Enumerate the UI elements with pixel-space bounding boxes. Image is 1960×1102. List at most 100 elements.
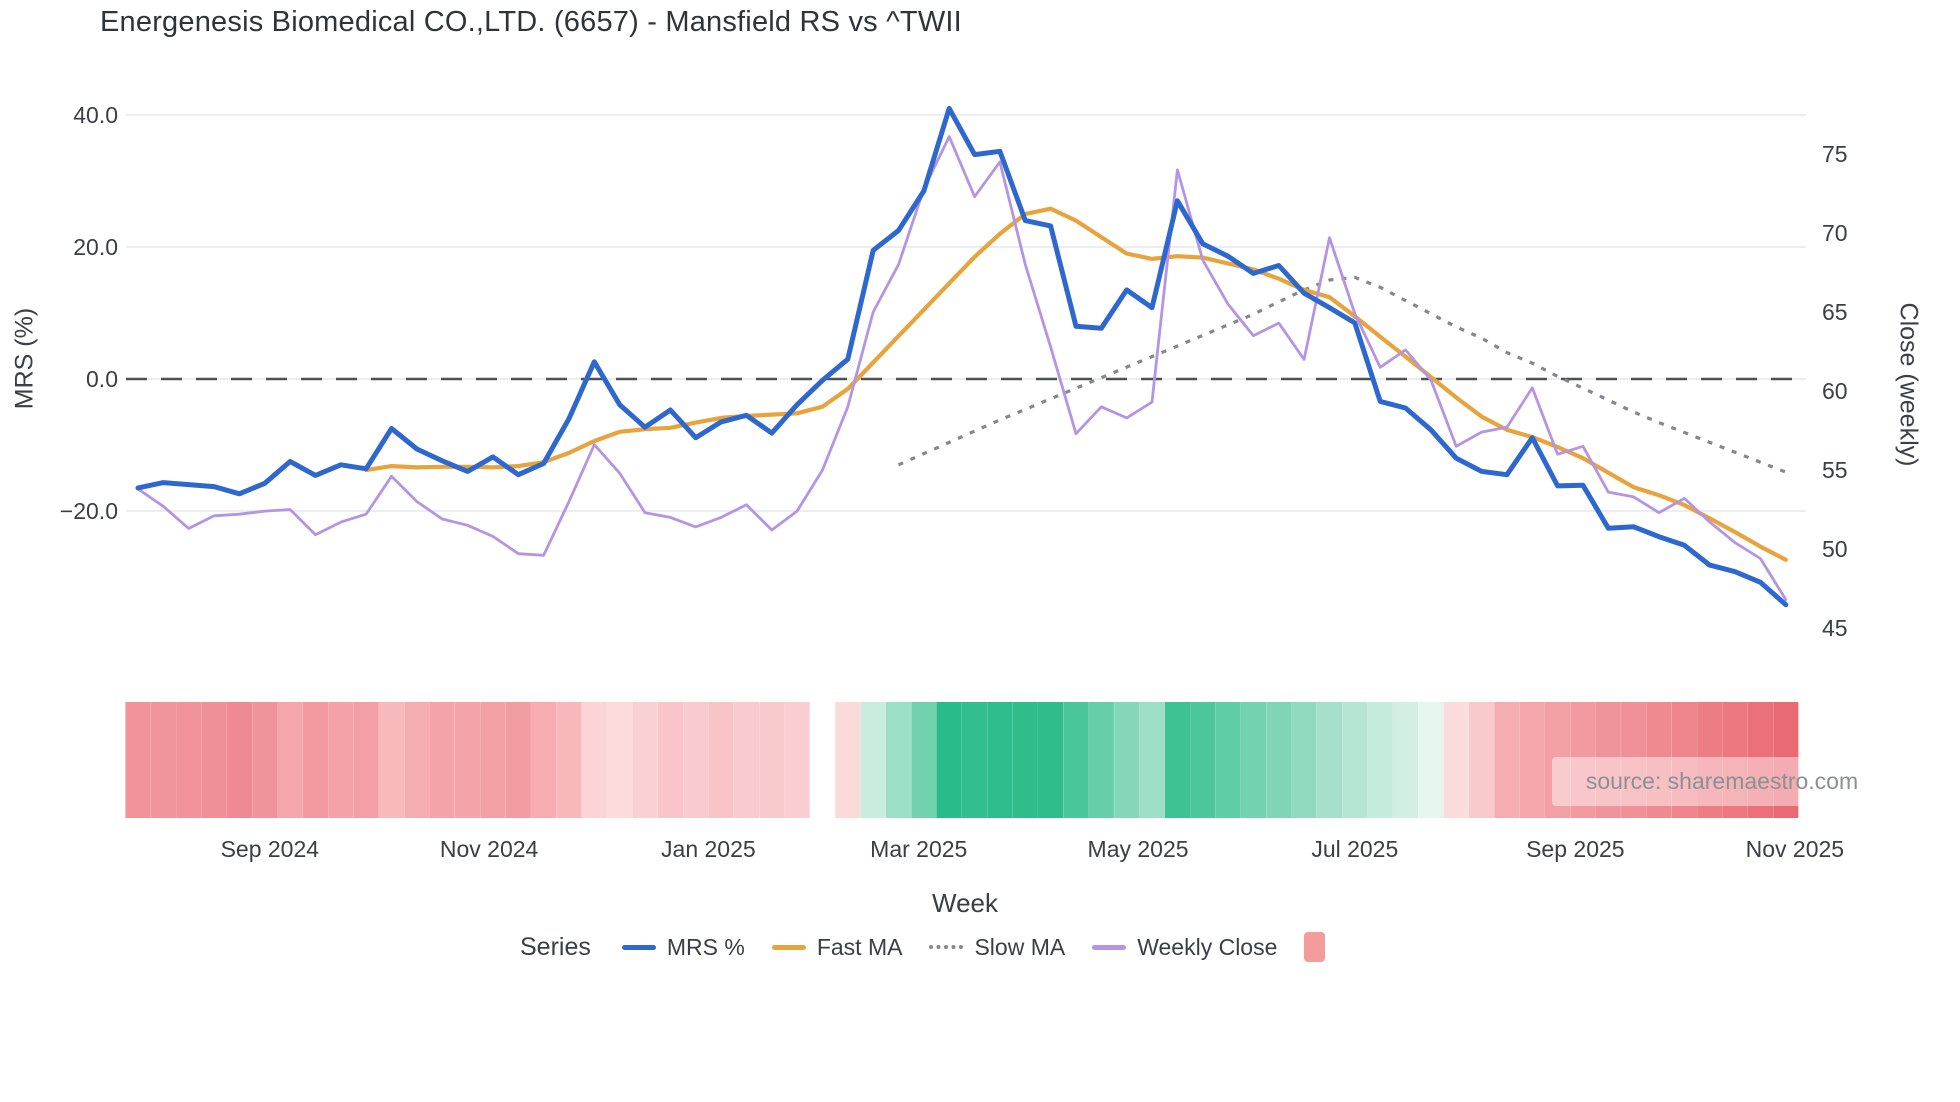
heatmap-cell[interactable] [1291,702,1317,818]
y-right-tick-label: 65 [1822,299,1848,325]
heatmap-cell[interactable] [125,702,151,818]
heatmap-cell[interactable] [1342,702,1368,818]
heatmap-cell[interactable] [226,702,252,818]
y-left-tick-label: 40.0 [73,102,118,128]
heatmap-cell[interactable] [733,702,759,818]
heatmap-cell[interactable] [784,702,810,818]
heatmap-cell[interactable] [1266,702,1292,818]
heatmap-cell[interactable] [987,702,1013,818]
heatmap-cell[interactable] [328,702,354,818]
heatmap-cell[interactable] [1697,702,1723,818]
heatmap-cell[interactable] [911,702,937,818]
y-right-tick-label: 50 [1822,536,1848,562]
chart-title: Energenesis Biomedical CO.,LTD. (6657) -… [100,6,962,38]
heatmap-cell[interactable] [1494,702,1520,818]
heatmap-cell[interactable] [302,702,329,818]
heatmap-cell[interactable] [1671,702,1697,818]
heatmap-cell[interactable] [1392,702,1419,818]
x-tick-label: Nov 2024 [439,836,539,862]
heatmap-cell[interactable] [176,702,202,818]
heatmap-cell[interactable] [1595,702,1621,818]
y-right-tick-label: 70 [1822,220,1848,246]
heatmap-cell[interactable] [962,702,988,818]
heatmap-cell[interactable] [1215,702,1241,818]
legend-item-heatmap[interactable] [1304,932,1326,962]
legend-item-mrs[interactable]: MRS % [621,933,745,961]
heatmap-cell[interactable] [1545,702,1571,818]
heatmap-cell[interactable] [1190,702,1216,818]
heatmap-cell[interactable] [1570,702,1596,818]
y-right-axis-title: Close (weekly) [1894,302,1923,467]
heatmap-cell[interactable] [201,702,227,818]
series-line-mrs-[interactable] [135,105,1789,608]
heatmap-cell[interactable] [1164,702,1190,818]
heatmap-cell[interactable] [1316,702,1343,818]
heatmap-cell[interactable] [531,702,557,818]
heatmap-cell[interactable] [885,702,912,818]
heatmap-cell[interactable] [252,702,278,818]
heatmap-cell[interactable] [1114,702,1140,818]
heatmap-cell[interactable] [1240,702,1266,818]
heatmap-cell[interactable] [429,702,455,818]
x-tick-label: Jan 2025 [661,836,756,862]
heatmap-cell[interactable] [607,702,633,818]
x-tick-label: Sep 2024 [220,836,320,862]
heatmap-cell[interactable] [378,702,405,818]
heatmap-cell[interactable] [860,702,886,818]
heatmap-cell[interactable] [581,702,607,818]
slow-ma-dotted-swatch-icon [929,945,964,949]
y-left-tick-label: −20.0 [59,498,118,524]
legend-item-label: Slow MA [974,933,1066,960]
heatmap-cell[interactable] [277,702,303,818]
legend-item-label: Fast MA [816,933,903,960]
series-line-weekly-close[interactable] [136,135,1788,601]
heatmap-cell[interactable] [556,702,582,818]
heatmap-cell[interactable] [1519,702,1545,818]
heatmap-cell[interactable] [1646,702,1672,818]
heatmap-cell[interactable] [1722,702,1748,818]
heatmap-cell[interactable] [683,702,709,818]
heatmap-cell[interactable] [835,702,861,818]
heatmap-cell[interactable] [480,702,506,818]
legend-item-label: MRS % [666,933,745,960]
x-tick-label: May 2025 [1087,836,1189,862]
heatmap-cell[interactable] [1418,702,1444,818]
heatmap-cell[interactable] [1367,702,1393,818]
heatmap-cell[interactable] [1747,702,1773,818]
y-right-tick-label: 45 [1822,615,1848,641]
x-tick-label: Jul 2025 [1311,836,1399,862]
series-line-fast-ma[interactable] [364,206,1788,562]
heatmap-cell[interactable] [1773,702,1799,818]
x-tick-label: Sep 2025 [1526,836,1625,862]
heatmap-cell[interactable] [1139,702,1165,818]
y-left-tick-label: 0.0 [86,366,118,392]
x-axis-title: Week [932,888,998,918]
heatmap-cell[interactable] [759,702,785,818]
heatmap-cell[interactable] [708,702,734,818]
heatmap-cell[interactable] [657,702,683,818]
legend-item-fast-ma[interactable]: Fast MA [771,933,903,961]
legend-item-label: Weekly Close [1137,933,1278,960]
heatmap-cell[interactable] [505,702,531,818]
legend-item-slow-ma[interactable]: Slow MA [929,934,1065,961]
heatmap-cell[interactable] [353,702,379,818]
heatmap-cell[interactable] [1063,702,1089,818]
heatmap-cell[interactable] [1443,702,1469,818]
heatmap-cell[interactable] [1012,702,1038,818]
y-left-axis-title: MRS (%) [10,307,39,410]
heatmap-cell[interactable] [1469,702,1495,818]
heatmap-cell[interactable] [404,702,430,818]
legend-item-weekly-close[interactable]: Weekly Close [1092,934,1277,961]
heatmap-cell[interactable] [632,702,658,818]
y-left-tick-label: 20.0 [73,234,118,260]
heatmap-cell[interactable] [150,702,176,818]
heatmap-cell[interactable] [1038,702,1064,818]
heatmap-cell[interactable] [455,702,481,818]
heatmap-cell[interactable] [1088,702,1114,818]
heatmap-cell[interactable] [1621,702,1647,818]
source-watermark-text: source: sharemaestro.com [1585,768,1859,794]
heatmap-cell[interactable] [936,702,962,818]
fast-ma-line-swatch-icon [771,944,806,950]
